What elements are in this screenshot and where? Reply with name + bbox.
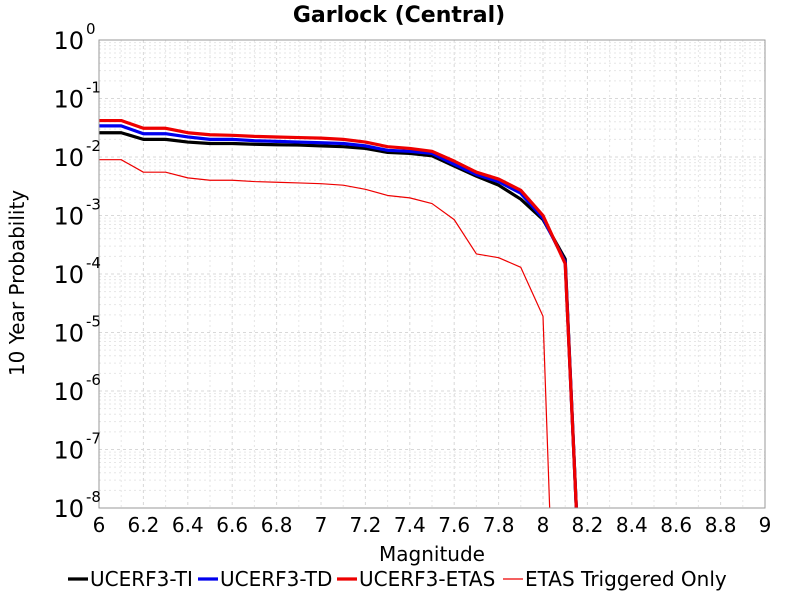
y-tick-base: 10: [53, 203, 84, 231]
x-tick-label: 6.6: [216, 513, 248, 537]
y-tick-base: 10: [53, 495, 84, 523]
x-tick-label: 8.6: [660, 513, 692, 537]
y-tick-label: 10 -8: [53, 488, 101, 523]
y-axis-label: 10 Year Probability: [5, 190, 29, 376]
x-tick-label: 8.2: [571, 513, 603, 537]
x-tick-label: 8.8: [705, 513, 737, 537]
y-tick-label: 10 -1: [53, 79, 101, 114]
y-tick-exponent: -5: [86, 313, 101, 331]
x-tick-label: 6.2: [127, 513, 159, 537]
series-line-ucerf3-td: [99, 124, 578, 509]
x-tick-label: 7.6: [438, 513, 470, 537]
x-tick-label: 8.4: [616, 513, 648, 537]
y-tick-exponent: -6: [86, 371, 101, 389]
y-tick-label: 10 -6: [53, 371, 101, 406]
y-tick-label: 10 -2: [53, 137, 101, 172]
x-tick-label: 6.4: [172, 513, 204, 537]
y-tick-exponent: -8: [86, 488, 101, 506]
y-tick-exponent: -1: [86, 79, 101, 97]
y-tick-label: 10 -5: [53, 313, 101, 348]
legend: UCERF3-TI UCERF3-TD UCERF3-ETAS ETAS Trigge…: [68, 567, 727, 591]
legend-label: UCERF3-TI: [90, 567, 193, 591]
y-tick-base: 10: [53, 27, 84, 55]
y-tick-label: 10 -3: [53, 196, 101, 231]
x-tick-label: 7: [315, 513, 328, 537]
series-line-etas-triggered-only: [99, 159, 551, 509]
series-layer: [99, 118, 578, 509]
x-axis-label: Magnitude: [379, 542, 485, 566]
y-tick-exponent: -3: [86, 196, 101, 214]
y-tick-exponent: -4: [86, 254, 101, 272]
legend-item: UCERF3-ETAS: [337, 567, 495, 591]
y-tick-label: 10 -7: [53, 430, 101, 465]
x-tick-labels: 6 6.2 6.4 6.6 6.8 7 7.2 7.4 7.6 7.8 8 8.2 8.4 8.6 8.8 9: [93, 513, 772, 537]
legend-label: UCERF3-ETAS: [359, 567, 495, 591]
series-line-ucerf3-ti: [99, 131, 578, 509]
series-line-ucerf3-etas: [99, 118, 578, 509]
legend-item: UCERF3-TD: [198, 567, 332, 591]
legend-label: UCERF3-TD: [220, 567, 332, 591]
y-tick-exponent: 0: [86, 20, 96, 38]
x-tick-label: 6.8: [261, 513, 293, 537]
x-tick-label: 7.8: [483, 513, 515, 537]
y-tick-exponent: -7: [86, 430, 101, 448]
y-tick-base: 10: [53, 437, 84, 465]
x-tick-label: 8: [537, 513, 550, 537]
y-tick-exponent: -2: [86, 137, 101, 155]
y-tick-label: 10 0: [53, 20, 95, 55]
y-tick-label: 10 -4: [53, 254, 101, 289]
x-tick-label: 7.2: [349, 513, 381, 537]
y-tick-base: 10: [53, 378, 84, 406]
y-tick-base: 10: [53, 86, 84, 114]
legend-item: UCERF3-TI: [68, 567, 193, 591]
y-tick-base: 10: [53, 261, 84, 289]
y-tick-base: 10: [53, 320, 84, 348]
legend-label: ETAS Triggered Only: [525, 567, 727, 591]
x-tick-label: 6: [93, 513, 106, 537]
chart-title: Garlock (Central): [293, 3, 505, 28]
plot-border: [98, 39, 766, 509]
legend-item: ETAS Triggered Only: [503, 567, 727, 591]
y-tick-base: 10: [53, 144, 84, 172]
x-tick-label: 9: [759, 513, 772, 537]
x-tick-label: 7.4: [394, 513, 426, 537]
